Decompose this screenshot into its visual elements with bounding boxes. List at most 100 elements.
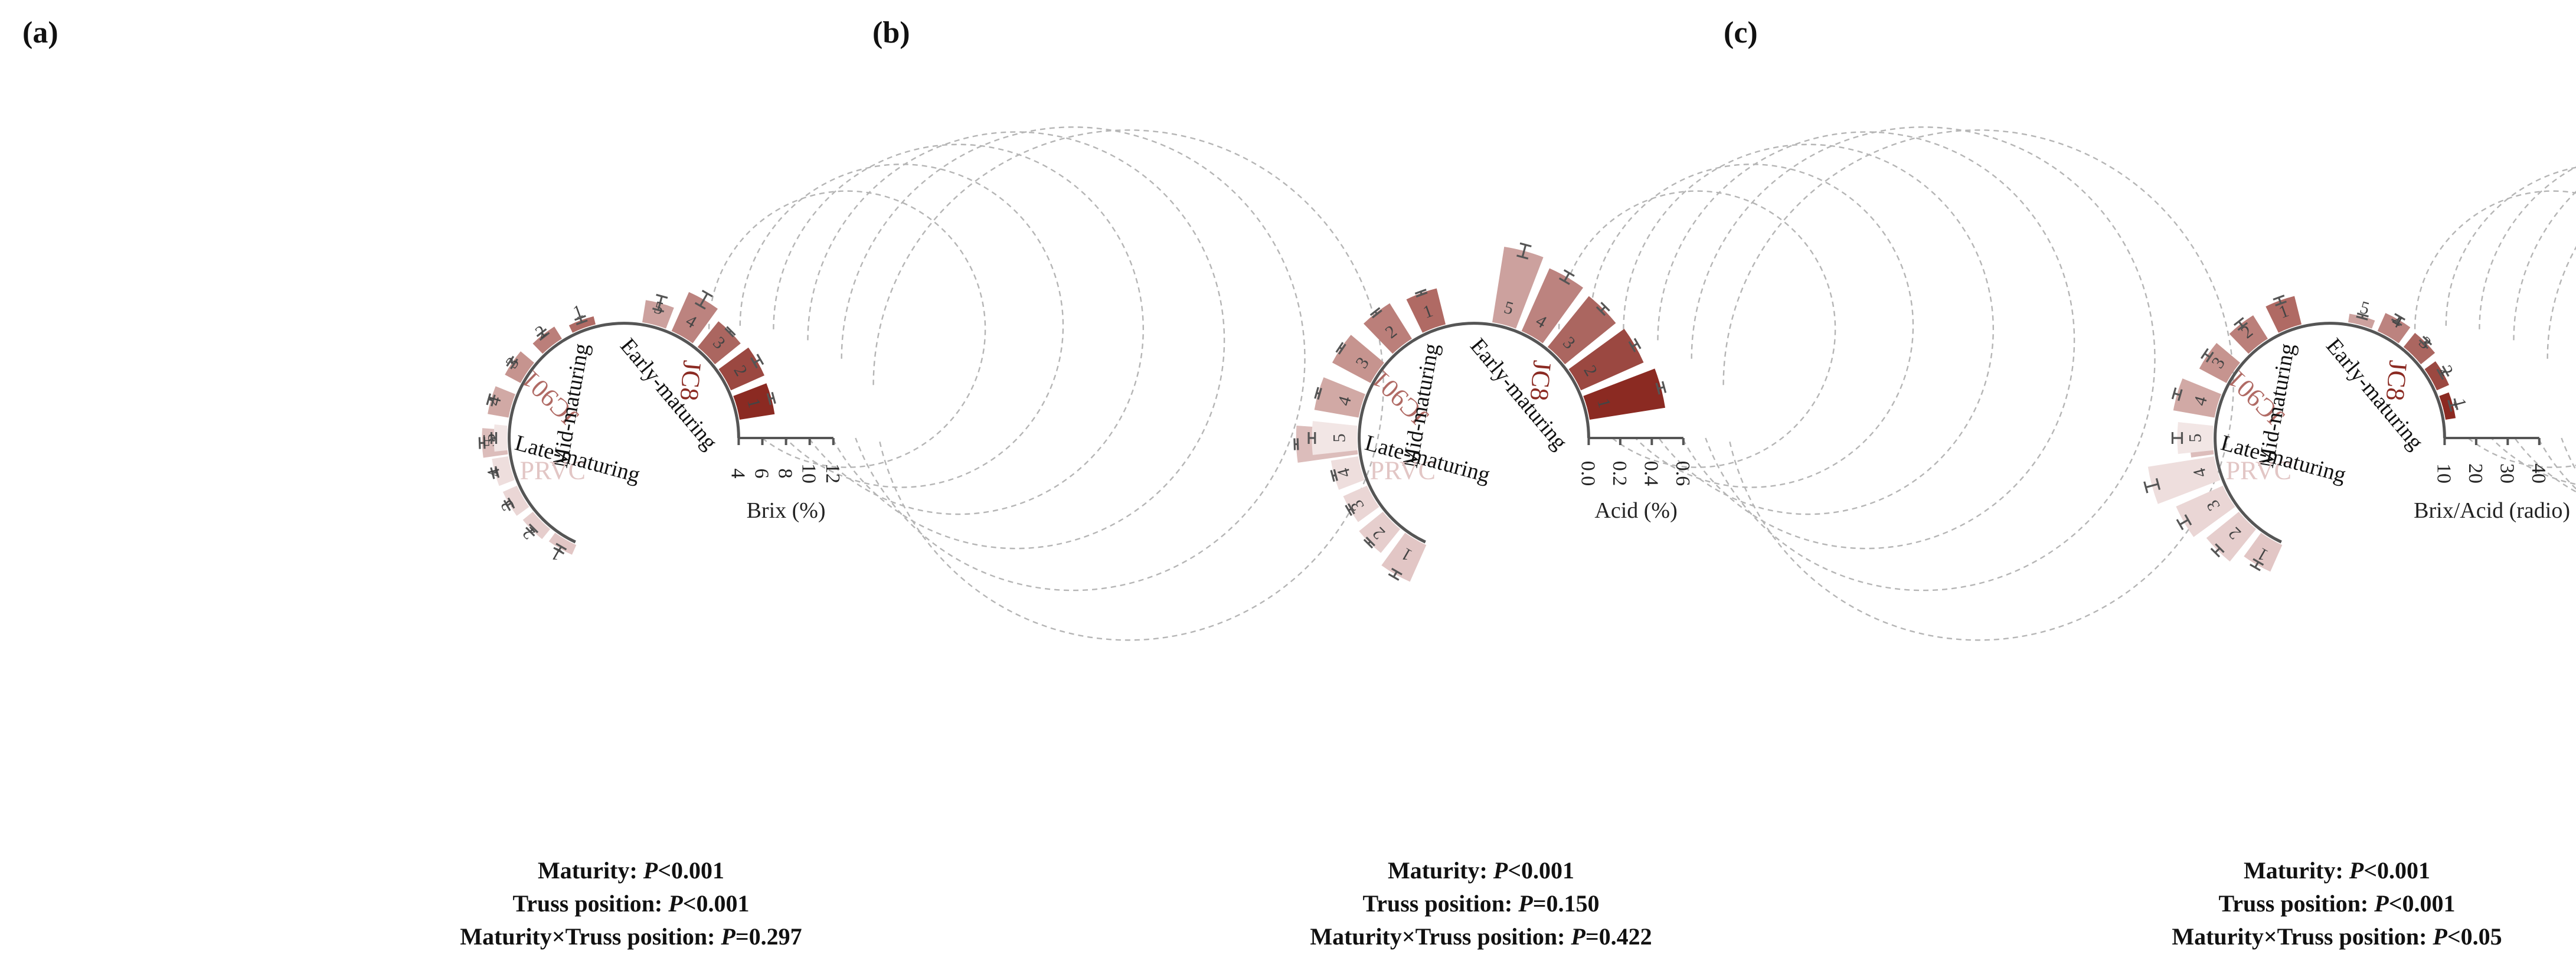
axis-tick-label: 10 [798, 463, 820, 483]
error-cap [1516, 254, 1529, 260]
bar-jc901-4 [488, 386, 515, 418]
stat-label: Maturity×Truss position: [1310, 923, 1571, 950]
grid-ring [2445, 166, 2576, 485]
error-bar [2173, 392, 2181, 396]
radial-axis: 10 20 30 40 Brix/Acid (radio) [2414, 437, 2570, 523]
bar-prvc-5 [493, 424, 508, 452]
grid-ring [1657, 131, 2075, 550]
error-cap [2356, 315, 2368, 321]
error-cap [2176, 519, 2184, 531]
error-cap [1655, 383, 1660, 395]
axis-tick-label: 12 [822, 463, 844, 483]
error-bar [2449, 403, 2457, 407]
error-cap [724, 328, 734, 338]
grid-ring [2479, 166, 2576, 493]
stat-value: <0.001 [683, 890, 750, 917]
error-bar [2440, 370, 2446, 375]
error-cap [494, 466, 500, 478]
bar-prvc-3 [1343, 485, 1379, 522]
bar-jc8-4 [1521, 268, 1583, 344]
error-cap [1365, 537, 1375, 547]
bar-label: 1 [570, 301, 585, 322]
error-bar [657, 296, 663, 310]
bar-prvc-5 [2177, 422, 2214, 454]
error-bar [2395, 316, 2401, 323]
grid-ring [1623, 143, 1994, 515]
stat-line: Maturity: P<0.001 [538, 857, 724, 884]
stat-line: Maturity: P<0.001 [1388, 857, 1574, 884]
bar-jc901-1 [2266, 296, 2302, 333]
error-cap [553, 547, 565, 555]
bar-jc8-5 [642, 300, 674, 329]
grid-ring [773, 143, 1144, 515]
stat-label: Maturity: [538, 857, 643, 884]
error-bar [2254, 561, 2260, 568]
error-cap [1369, 307, 1381, 316]
bar-jc901-1 [568, 316, 596, 333]
error-cap [1317, 387, 1322, 400]
error-cap [2171, 387, 2177, 400]
stat-label: Maturity×Truss position: [2172, 923, 2433, 950]
axis-tick-label: 0.0 [1577, 461, 1598, 486]
error-bar [2145, 483, 2159, 489]
error-cap [1333, 469, 1338, 481]
bar-label: 2 [2436, 362, 2457, 379]
panel-label: (a) [22, 16, 58, 50]
error-cap [1363, 538, 1374, 549]
error-cap [2275, 300, 2287, 307]
error-cap [2249, 563, 2261, 571]
stat-p: P [668, 890, 683, 917]
stat-p: P [1570, 923, 1586, 950]
error-cap [1293, 438, 1296, 450]
error-cap [652, 308, 665, 313]
bar-jc8-5 [2348, 313, 2375, 329]
bar-label: 5 [2186, 434, 2205, 443]
error-bar [2214, 547, 2221, 554]
stat-label: Maturity: [1388, 857, 1493, 884]
error-cap [2253, 558, 2264, 566]
bar-jc8-5 [1492, 247, 1544, 329]
bar-jc8-3 [1547, 296, 1616, 365]
axis-tick-label: 40 [2528, 463, 2549, 483]
stat-p: P [2374, 890, 2389, 917]
bar-label: 1 [548, 544, 565, 565]
grid-rings [1558, 126, 2234, 641]
bar-prvc-2 [1359, 511, 1401, 553]
bar-label: 5 [1330, 434, 1349, 443]
bar-jc8-4 [2377, 313, 2411, 344]
axis-title: Brix/Acid (radio) [2414, 498, 2570, 523]
stat-line: Truss position: P<0.001 [512, 890, 749, 917]
stat-line: Truss position: P<0.001 [2218, 890, 2455, 917]
error-cap [1391, 567, 1403, 576]
error-cap [2143, 481, 2149, 493]
panel-label: (c) [1724, 16, 1758, 50]
error-cap [750, 357, 758, 369]
stat-label: Truss position: [512, 890, 668, 917]
grid-ring [1589, 164, 1914, 488]
axis-tick-label: 20 [2464, 463, 2486, 483]
bar-prvc-4 [2147, 456, 2221, 504]
bar-prvc-1 [548, 532, 577, 555]
error-cap [1347, 503, 1355, 515]
error-cap [2215, 543, 2225, 553]
error-cap [528, 523, 539, 534]
bar-jc8-3 [2403, 332, 2436, 365]
error-cap [490, 467, 495, 479]
error-cap [1563, 269, 1575, 277]
error-bar [2179, 519, 2189, 526]
group-name: PRVC [1370, 456, 1436, 485]
axis-tick-label: 4 [727, 469, 748, 479]
error-cap [756, 354, 764, 365]
error-cap [701, 289, 713, 298]
stat-label: Truss position: [1362, 890, 1518, 917]
bar-jc8-2 [2424, 361, 2449, 391]
axis-title: Brix (%) [747, 498, 826, 523]
error-cap [2200, 348, 2209, 359]
error-cap [1596, 306, 1606, 316]
error-cap [491, 394, 496, 407]
error-bar [753, 358, 761, 364]
